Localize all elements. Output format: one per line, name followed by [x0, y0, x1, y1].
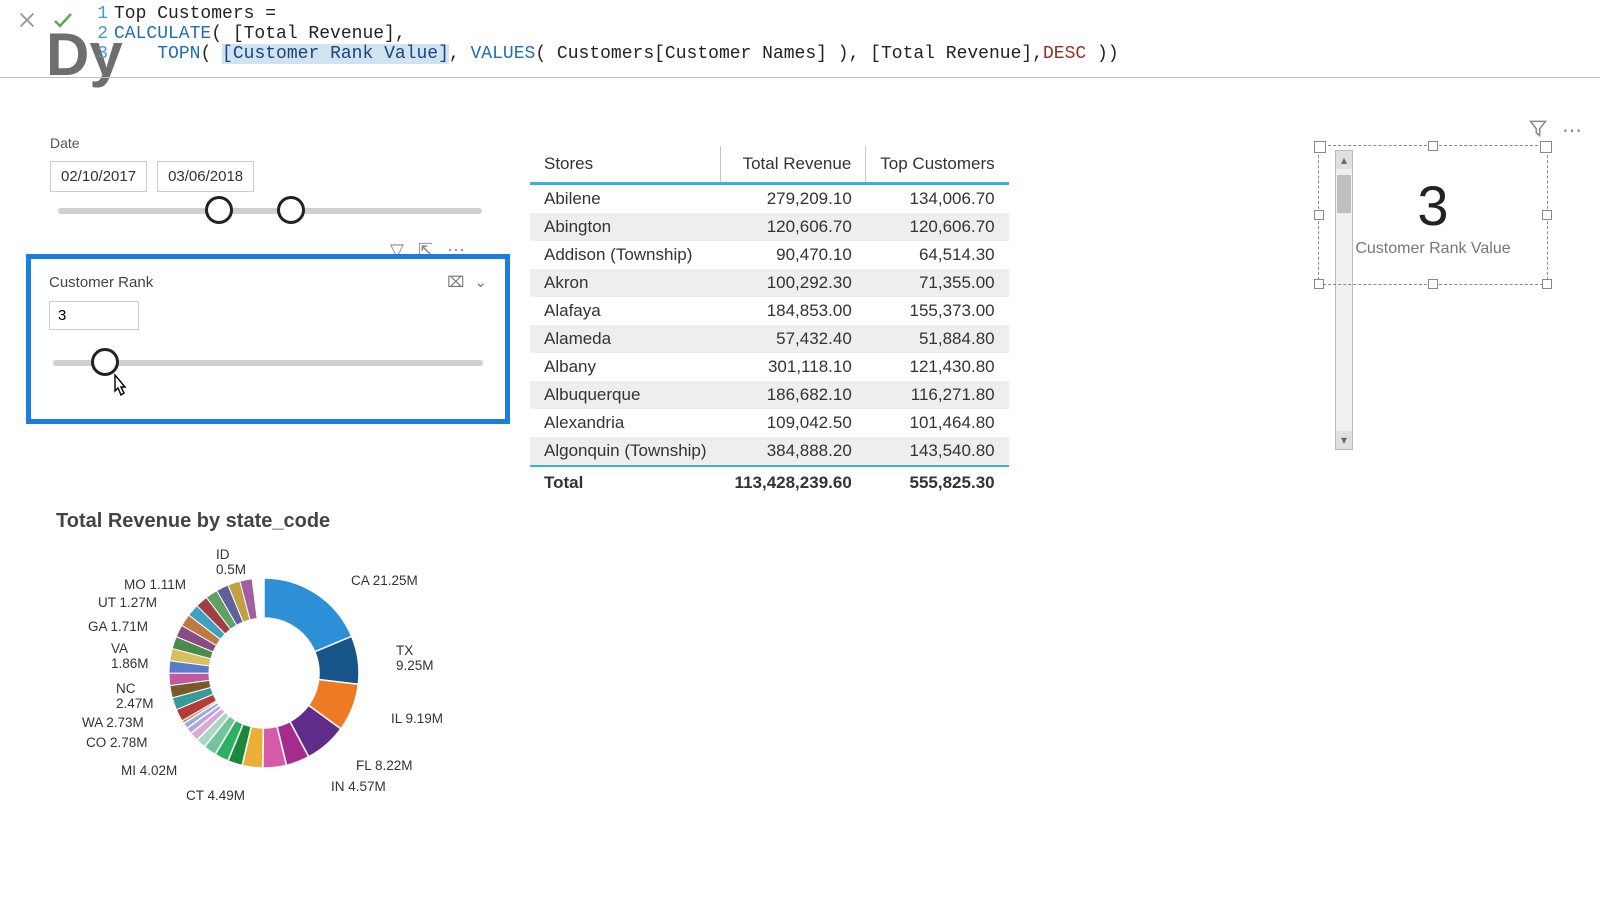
donut-label: TX9.25M [396, 643, 434, 673]
donut-label: IL 9.19M [391, 711, 443, 726]
table-header[interactable]: Top Customers [866, 146, 1009, 184]
date-slicer-title: Date [50, 135, 490, 151]
customer-rank-card[interactable]: 3 Customer Rank Value [1318, 145, 1548, 285]
table-header[interactable]: Stores [530, 146, 721, 184]
donut-label: CO 2.78M [86, 735, 148, 750]
donut-label: ID0.5M [216, 547, 246, 577]
card-value: 3 [1417, 173, 1448, 238]
visual-header-actions: ⋯ [1528, 118, 1582, 144]
table-row[interactable]: Abilene279,209.10134,006.70 [530, 184, 1009, 214]
table-row[interactable]: Alameda57,432.4051,884.80 [530, 325, 1009, 353]
cursor-pointer-overlay [107, 373, 131, 409]
table-total-cell: 113,428,239.60 [721, 466, 866, 497]
donut-label: NC2.47M [116, 681, 154, 711]
more-options-icon[interactable]: ⋯ [1562, 118, 1582, 144]
donut-label: MO 1.11M [124, 577, 186, 592]
date-to-input[interactable]: 03/06/2018 [157, 161, 254, 192]
date-slider-track[interactable] [58, 208, 482, 214]
formula-cancel-button[interactable] [13, 6, 41, 34]
table-row[interactable]: Abington120,606.70120,606.70 [530, 213, 1009, 241]
table-total-cell: Total [530, 466, 721, 497]
customer-rank-slicer: Customer Rank ⌧ ⌄ 3 [26, 254, 510, 424]
donut-label: GA 1.71M [88, 619, 148, 634]
table-row[interactable]: Albuquerque186,682.10116,271.80 [530, 381, 1009, 409]
rank-slider-handle[interactable] [91, 348, 119, 376]
table-total-cell: 555,825.30 [866, 466, 1009, 497]
donut-chart-visual: Total Revenue by state_code CA 21.25M TX9… [56, 510, 516, 853]
donut-label: CA 21.25M [351, 573, 418, 588]
rank-slider-track[interactable] [53, 360, 483, 366]
scroll-down-icon[interactable]: ▾ [1336, 431, 1352, 449]
donut-label: FL 8.22M [356, 758, 413, 773]
formula-editor[interactable]: 1Top Customers =2CALCULATE( [Total Reven… [90, 0, 1600, 77]
table-row[interactable]: Albany301,118.10121,430.80 [530, 353, 1009, 381]
donut-label: MI 4.02M [121, 763, 177, 778]
card-label: Customer Rank Value [1355, 240, 1510, 258]
stores-table: StoresTotal RevenueTop Customers Abilene… [530, 146, 1009, 497]
rank-value-input[interactable]: 3 [49, 301, 139, 330]
donut-label: WA 2.73M [82, 715, 144, 730]
table-row[interactable]: Alexandria109,042.50101,464.80 [530, 409, 1009, 437]
donut-label: CT 4.49M [186, 788, 245, 803]
rank-slicer-title: Customer Rank [49, 274, 153, 291]
date-from-input[interactable]: 02/10/2017 [50, 161, 147, 192]
table-row[interactable]: Alafaya184,853.00155,373.00 [530, 297, 1009, 325]
donut-title: Total Revenue by state_code [56, 510, 516, 533]
donut-label: VA1.86M [111, 641, 149, 671]
table-row[interactable]: Addison (Township)90,470.1064,514.30 [530, 241, 1009, 269]
clear-selections-icon[interactable]: ⌧ [447, 273, 464, 291]
formula-commit-button[interactable] [49, 6, 77, 34]
donut-slice[interactable] [264, 578, 352, 652]
donut-label: IN 4.57M [331, 779, 386, 794]
date-slicer: Date 02/10/2017 03/06/2018 [50, 135, 490, 214]
formula-bar: 1Top Customers =2CALCULATE( [Total Reven… [0, 0, 1600, 78]
donut-label: UT 1.27M [98, 595, 157, 610]
table-header[interactable]: Total Revenue [721, 146, 866, 184]
date-slider-handle-end[interactable] [277, 196, 305, 224]
dropdown-icon[interactable]: ⌄ [474, 273, 487, 291]
table-row[interactable]: Algonquin (Township)384,888.20143,540.80 [530, 437, 1009, 466]
table-row[interactable]: Akron100,292.3071,355.00 [530, 269, 1009, 297]
date-slider-handle-start[interactable] [205, 196, 233, 224]
